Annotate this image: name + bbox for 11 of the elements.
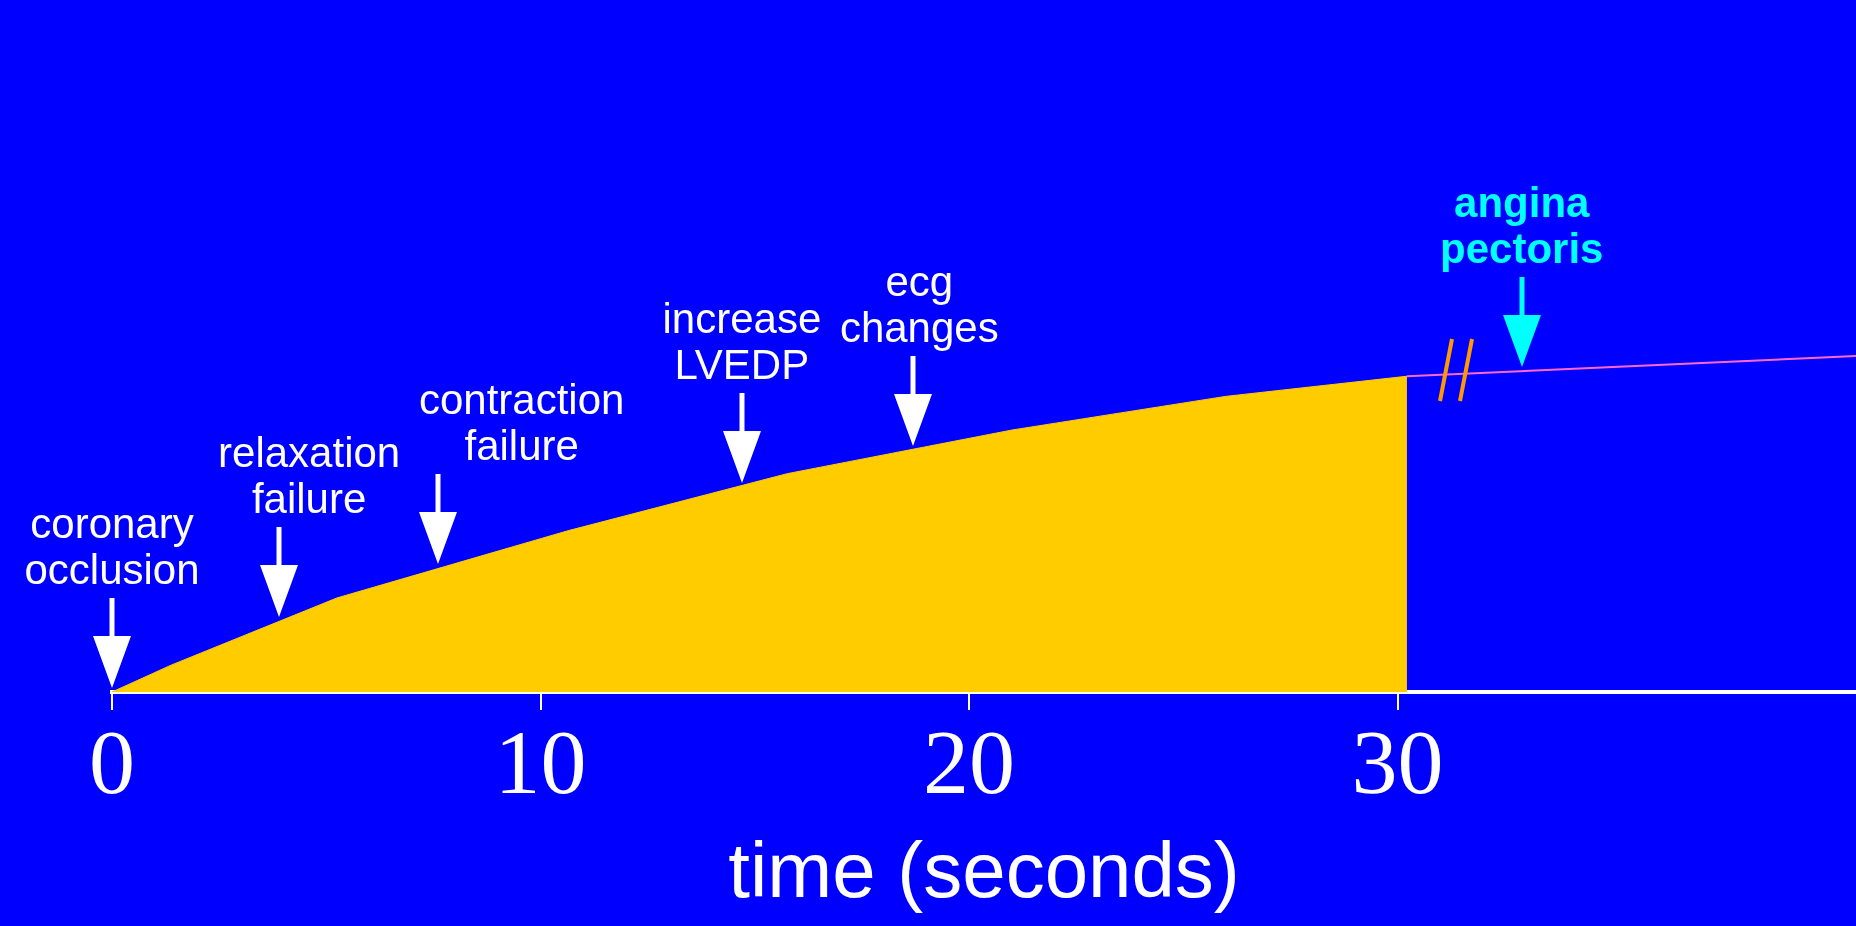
annotation: relaxation failure [218, 429, 401, 523]
annotation: contraction failure [418, 375, 625, 469]
annotation: increase LVEDP [662, 295, 822, 389]
annotation: angina pectoris [1440, 179, 1604, 273]
x-axis-title: time (seconds) [728, 825, 1240, 914]
x-tick-label: 10 [494, 711, 587, 814]
x-tick-label: 0 [89, 711, 135, 814]
annotation: ecg changes [839, 258, 999, 352]
annotation: coronary occlusion [24, 500, 200, 593]
x-tick-label: 30 [1351, 711, 1444, 814]
x-tick-label: 20 [923, 711, 1015, 814]
